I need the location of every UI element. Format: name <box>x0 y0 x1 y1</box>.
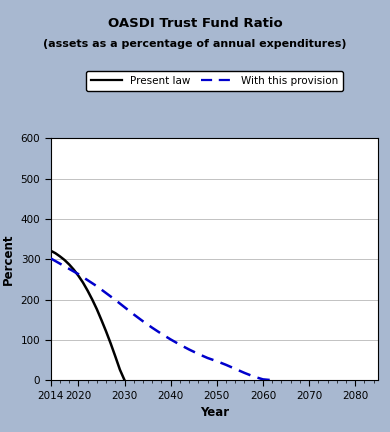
Legend: Present law, With this provision: Present law, With this provision <box>86 71 343 91</box>
X-axis label: Year: Year <box>200 406 229 419</box>
Text: OASDI Trust Fund Ratio: OASDI Trust Fund Ratio <box>108 17 282 30</box>
Y-axis label: Percent: Percent <box>2 233 15 285</box>
Text: (assets as a percentage of annual expenditures): (assets as a percentage of annual expend… <box>43 39 347 49</box>
